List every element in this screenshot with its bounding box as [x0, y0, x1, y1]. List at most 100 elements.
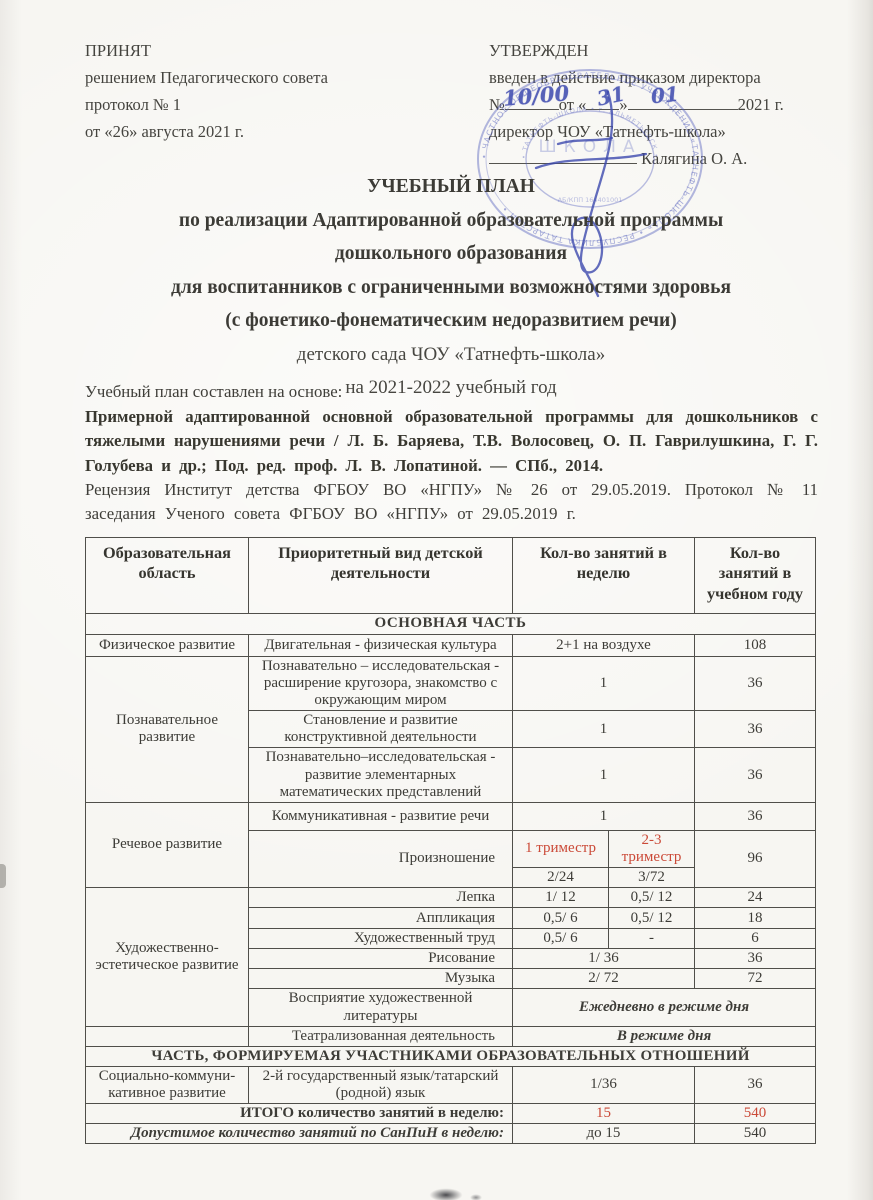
- year-cell: 36: [694, 747, 816, 803]
- year-cell: 108: [694, 634, 816, 657]
- week-cell: 0,5/ 6: [512, 907, 609, 930]
- section-main-label: ОСНОВНАЯ ЧАСТЬ: [85, 613, 816, 635]
- title-line-4: для воспитанников с ограниченными возмож…: [170, 276, 731, 298]
- blank-line: [586, 94, 620, 110]
- trimester-23-label: 2-3 триместр: [608, 829, 695, 868]
- week-cell: 2/ 72: [512, 968, 695, 990]
- year-cell: 96: [694, 829, 816, 889]
- table-row: Аппликация 0,5/ 6 0,5/ 12 18: [86, 907, 816, 930]
- sanpin-year-value: 540: [694, 1123, 816, 1145]
- year-cell: 36: [694, 655, 816, 712]
- activity-cell: Познавательно–исследовательская - развит…: [248, 747, 513, 803]
- title-line-7: на 2021-2022 учебный год: [345, 377, 557, 398]
- ot-label: от «: [558, 95, 587, 114]
- col-header-activity: Приоритетный вид детской деятельности: [248, 537, 513, 614]
- week-cell: 0,5/ 12: [608, 907, 695, 930]
- area-cell: Художественно-эстетическое развитие: [85, 887, 249, 1027]
- intro-paragraph: Учебный план составлен на основе: Пример…: [85, 380, 818, 526]
- activity-cell: Коммуникативная - развитие речи: [248, 801, 513, 831]
- scan-artifact-blob: [424, 1186, 468, 1200]
- approved-right-line: введен в действие приказом директора: [489, 68, 761, 87]
- week-cell: 1: [512, 747, 695, 803]
- title-line-3: дошкольного образования: [334, 243, 568, 264]
- activity-cell: Лепка: [248, 887, 513, 909]
- table-row: Театрализованная деятельность В режиме д…: [85, 1025, 816, 1047]
- col-header-week: Кол-во занятий в неделю: [512, 537, 695, 614]
- activity-cell: 2-й государственный язык/татарский (родн…: [248, 1065, 513, 1104]
- table-row: Музыка 2/ 72 72: [86, 968, 816, 990]
- week-cell: 0,5/ 12: [608, 887, 695, 909]
- total-label: ИТОГО количество занятий в неделю:: [85, 1102, 513, 1125]
- header-row: Образовательная область Приоритетный вид…: [85, 537, 816, 614]
- approved-left-line: решением Педагогического совета: [85, 68, 328, 87]
- activity-cell: Музыка: [248, 968, 513, 990]
- year-cell: 18: [694, 907, 816, 930]
- activity-cell: Художественный труд: [248, 928, 513, 950]
- quote-close: »: [619, 95, 628, 114]
- approved-left-line: протокол № 1: [85, 95, 182, 114]
- year-cell: 36: [694, 1065, 816, 1104]
- blank-line: [504, 94, 559, 110]
- week-cell: 1/ 12: [512, 887, 609, 909]
- area-cell: Социально-коммуни-кативное развитие: [85, 1065, 249, 1104]
- year-cell: 36: [694, 948, 816, 970]
- scan-artifact-blob: [468, 1193, 484, 1200]
- intro-lead: Учебный план составлен на основе:: [85, 382, 343, 401]
- order-number-line: № от « » 2021 г.: [489, 91, 784, 118]
- blank-line: [627, 94, 738, 110]
- stamp-sub-text: АБ/КПП 164401001: [558, 196, 623, 204]
- activity-cell: Становление и развитие конструктивной де…: [248, 710, 513, 749]
- schedule-note-cell: Ежедневно в режиме дня: [512, 988, 816, 1027]
- total-row: ИТОГО количество занятий в неделю: 15 54…: [85, 1102, 816, 1125]
- table-row: Произношение 1 триместр 2-3 триместр 96: [86, 829, 816, 889]
- title-line-6: детского сада ЧОУ «Татнефть-школа»: [296, 343, 606, 365]
- table-row: Речевое развитие Коммуникативная - разви…: [85, 801, 816, 889]
- year-cell: 36: [694, 801, 816, 831]
- table-row: Восприятие художественной литературы Еже…: [86, 988, 816, 1027]
- activity-cell: Аппликация: [248, 907, 513, 930]
- week-cell: -: [608, 928, 695, 950]
- section-part2-label: ЧАСТЬ, ФОРМИРУЕМАЯ УЧАСТНИКАМИ ОБРАЗОВАТ…: [85, 1045, 816, 1067]
- curriculum-table: Образовательная область Приоритетный вид…: [85, 537, 816, 1145]
- col-header-year: Кол-во занятий в учебном году: [694, 537, 816, 614]
- empty-area-cell: [85, 1025, 249, 1047]
- sanpin-row: Допустимое количество занятий по СанПиН …: [85, 1123, 816, 1145]
- approved-block-right: УТВЕРЖДЕН введен в действие приказом дир…: [489, 37, 784, 172]
- trimester-1-label: 1 триместр: [512, 829, 609, 868]
- intro-review: Рецензия Институт детства ФГБОУ ВО «НГПУ…: [85, 479, 818, 524]
- stamp-mid-ring: [485, 76, 695, 242]
- pen-signature: [534, 90, 648, 298]
- approved-left-line: ПРИНЯТ: [85, 41, 152, 60]
- approved-block-left: ПРИНЯТ решением Педагогического совета п…: [85, 37, 328, 145]
- table-row: Познавательно–исследовательская - развит…: [86, 747, 816, 803]
- table-row: Познавательное развитие Познавательно – …: [85, 655, 816, 803]
- section-row-part2: ЧАСТЬ, ФОРМИРУЕМАЯ УЧАСТНИКАМИ ОБРАЗОВАТ…: [85, 1045, 816, 1067]
- sanpin-label: Допустимое количество занятий по СанПиН …: [85, 1123, 513, 1145]
- approved-left-line: от «26» августа 2021 г.: [85, 122, 244, 141]
- year-cell: 24: [694, 887, 816, 909]
- document-title: УЧЕБНЫЙ ПЛАН по реализации Адаптированно…: [85, 170, 817, 405]
- year-cell: 72: [694, 968, 816, 990]
- activity-cell: Двигательная - физическая культура: [248, 634, 513, 657]
- trimester-1-value: 2/24: [512, 866, 609, 889]
- table-row: Социально-коммуни-кативное развитие 2-й …: [85, 1065, 816, 1104]
- year-cell: 36: [694, 710, 816, 749]
- activity-cell: Рисование: [248, 948, 513, 970]
- area-cell: Познавательное развитие: [85, 656, 249, 803]
- scan-artifact-edge-mark: [0, 864, 6, 888]
- sanpin-week-value: до 15: [512, 1123, 695, 1145]
- area-cell: Физическое развитие: [85, 634, 249, 657]
- blank-line: [489, 148, 637, 164]
- stamp-outer-ring: [477, 69, 703, 249]
- stamp-inner-ring: [525, 110, 655, 208]
- table-row: Художественный труд 0,5/ 6 - 6: [86, 928, 816, 950]
- total-week-value: 15: [512, 1102, 695, 1125]
- title-line-2: по реализации Адаптированной образовател…: [178, 209, 724, 231]
- week-cell: 1: [512, 655, 695, 712]
- trimester-23-value: 3/72: [608, 866, 695, 889]
- week-cell: 1: [512, 710, 695, 749]
- number-sign: №: [489, 95, 505, 114]
- activity-cell: Театрализованная деятельность: [248, 1025, 513, 1047]
- table-row: Физическое развитие Двигательная - физич…: [85, 634, 816, 657]
